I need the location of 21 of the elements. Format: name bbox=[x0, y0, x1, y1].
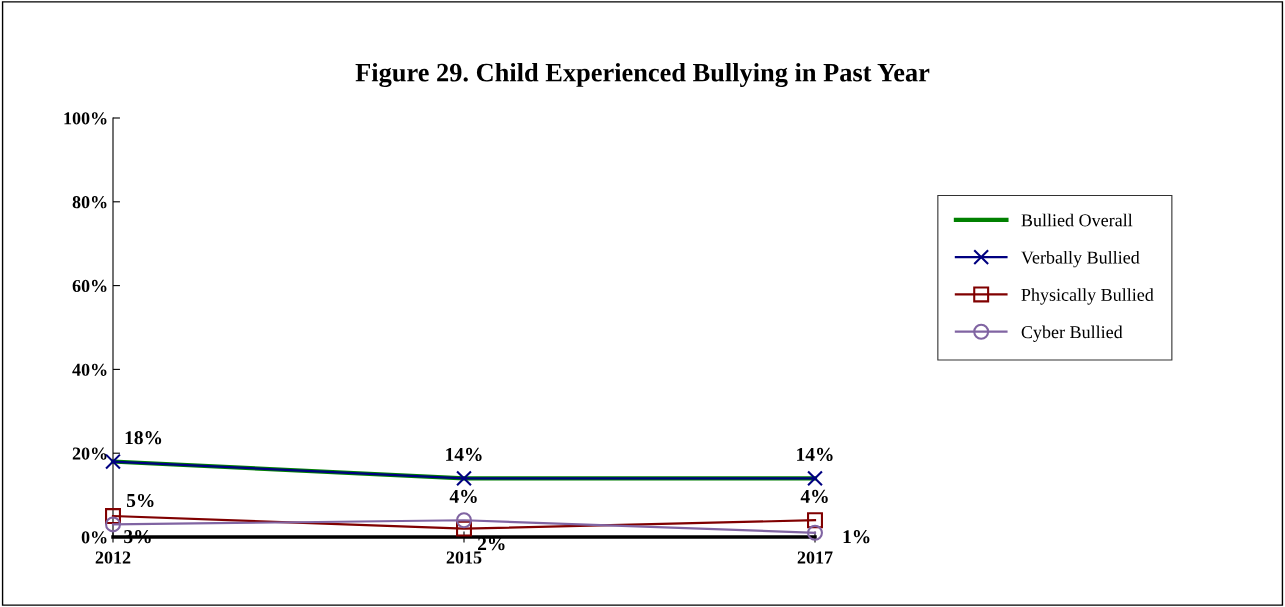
y-tick-label: 40% bbox=[72, 363, 107, 376]
data-label: 4% bbox=[800, 489, 828, 503]
legend-label: Verbally Bullied bbox=[1021, 250, 1140, 268]
y-tick-label: 80% bbox=[72, 196, 107, 209]
x-tick-label: 2017 bbox=[797, 551, 833, 564]
y-tick-label: 0% bbox=[81, 531, 107, 544]
legend-label: Physically Bullied bbox=[1021, 288, 1154, 305]
data-label: 18% bbox=[125, 431, 162, 445]
data-label: 14% bbox=[797, 447, 833, 462]
legend-label: Bullied Overall bbox=[1021, 213, 1133, 227]
data-label: 4% bbox=[449, 489, 477, 503]
x-tick-label: 2015 bbox=[446, 551, 482, 564]
x-tick-label: 2012 bbox=[95, 551, 131, 564]
data-label: 5% bbox=[126, 493, 154, 508]
y-tick-label: 60% bbox=[72, 279, 107, 293]
data-label: 1% bbox=[843, 530, 870, 544]
y-tick-label: 100% bbox=[64, 112, 107, 125]
y-tick-label: 20% bbox=[72, 447, 107, 460]
legend-label: Cyber Bullied bbox=[1021, 325, 1123, 342]
data-label: 14% bbox=[446, 447, 482, 462]
chart-title: Figure 29. Child Experienced Bullying in Past Year bbox=[355, 62, 930, 88]
